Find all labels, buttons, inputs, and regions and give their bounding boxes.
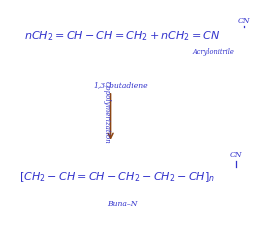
Text: $nCH_2=CH-CH=CH_2+nCH_2=CN$: $nCH_2=CH-CH=CH_2+nCH_2=CN$: [24, 29, 221, 43]
Text: 1,3–butadiene: 1,3–butadiene: [94, 81, 148, 90]
Text: CN: CN: [237, 17, 250, 25]
Text: Copolymerization: Copolymerization: [102, 81, 111, 144]
Text: $[CH_2-CH=CH-CH_2-CH_2-CH]_n$: $[CH_2-CH=CH-CH_2-CH_2-CH]_n$: [19, 170, 215, 184]
Text: CN: CN: [230, 151, 243, 159]
Text: Acrylonitrile: Acrylonitrile: [192, 48, 234, 56]
Text: Buna–N: Buna–N: [107, 200, 138, 208]
